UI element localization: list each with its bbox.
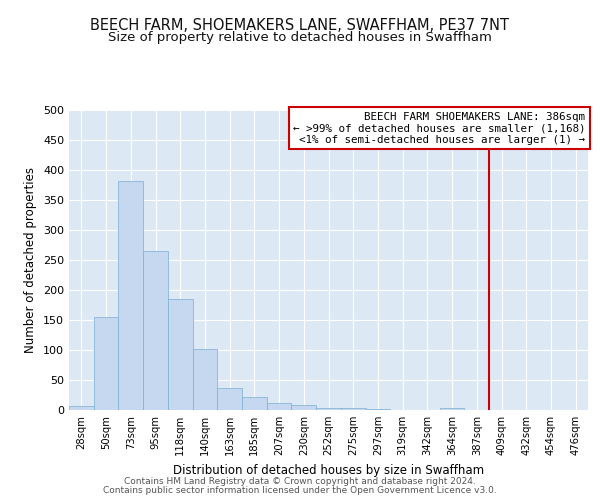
Bar <box>440 408 464 410</box>
Bar <box>217 388 242 410</box>
Bar <box>242 397 267 410</box>
Bar <box>94 317 118 410</box>
Bar <box>341 408 365 410</box>
Bar <box>168 299 193 410</box>
Y-axis label: Number of detached properties: Number of detached properties <box>25 167 37 353</box>
Text: Size of property relative to detached houses in Swaffham: Size of property relative to detached ho… <box>108 31 492 44</box>
Bar <box>143 251 168 410</box>
Text: BEECH FARM SHOEMAKERS LANE: 386sqm
← >99% of detached houses are smaller (1,168): BEECH FARM SHOEMAKERS LANE: 386sqm ← >99… <box>293 112 586 144</box>
Bar <box>118 182 143 410</box>
Bar <box>193 350 217 410</box>
Text: Contains public sector information licensed under the Open Government Licence v3: Contains public sector information licen… <box>103 486 497 495</box>
Bar <box>316 408 341 410</box>
Text: BEECH FARM, SHOEMAKERS LANE, SWAFFHAM, PE37 7NT: BEECH FARM, SHOEMAKERS LANE, SWAFFHAM, P… <box>91 18 509 32</box>
Text: Contains HM Land Registry data © Crown copyright and database right 2024.: Contains HM Land Registry data © Crown c… <box>124 477 476 486</box>
X-axis label: Distribution of detached houses by size in Swaffham: Distribution of detached houses by size … <box>173 464 484 476</box>
Bar <box>292 404 316 410</box>
Bar <box>69 406 94 410</box>
Bar <box>365 409 390 410</box>
Bar <box>267 404 292 410</box>
